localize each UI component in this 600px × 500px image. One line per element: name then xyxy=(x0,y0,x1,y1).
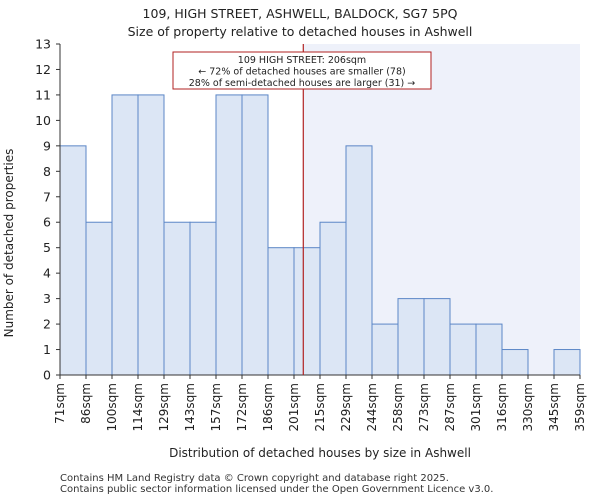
x-tick-label: 301sqm xyxy=(469,383,483,431)
histogram-bar xyxy=(215,94,243,376)
footer-copyright: Contains HM Land Registry data © Crown c… xyxy=(60,473,449,484)
x-tick-label: 86sqm xyxy=(79,383,93,424)
annotation-box xyxy=(172,51,432,90)
x-tick-label: 186sqm xyxy=(261,383,275,431)
y-tick-label: 13 xyxy=(35,37,51,52)
x-tick-label: 215sqm xyxy=(313,383,327,431)
x-tick-label: 229sqm xyxy=(339,383,353,431)
chart-title: 109, HIGH STREET, ASHWELL, BALDOCK, SG7 … xyxy=(142,6,458,21)
histogram-bar xyxy=(371,323,399,376)
histogram-bar xyxy=(59,145,87,376)
histogram-bar xyxy=(137,94,165,376)
x-tick-label: 258sqm xyxy=(391,383,405,431)
y-tick-label: 6 xyxy=(43,215,51,230)
histogram-bar xyxy=(345,145,373,376)
x-axis-label: Distribution of detached houses by size … xyxy=(169,446,471,460)
x-tick-label: 273sqm xyxy=(417,383,431,431)
histogram-bar xyxy=(475,323,503,376)
x-tick-label: 316sqm xyxy=(495,383,509,431)
x-tick-label: 201sqm xyxy=(287,383,301,431)
y-axis-label: Number of detached properties xyxy=(2,149,16,338)
histogram-bar xyxy=(423,298,451,376)
y-tick-label: 2 xyxy=(43,317,51,332)
y-tick-label: 4 xyxy=(43,266,51,281)
x-tick-label: 359sqm xyxy=(573,383,587,431)
x-tick-label: 157sqm xyxy=(209,383,223,431)
y-tick-label: 3 xyxy=(43,291,51,306)
y-tick-label: 8 xyxy=(43,164,51,179)
histogram-bar xyxy=(449,323,477,376)
footer-licence: Contains public sector information licen… xyxy=(60,484,494,495)
annotation-text: 109 HIGH STREET: 206sqm xyxy=(238,55,366,66)
histogram-bar xyxy=(397,298,425,376)
x-tick-label: 345sqm xyxy=(547,383,561,431)
x-tick-label: 143sqm xyxy=(183,383,197,431)
x-tick-label: 172sqm xyxy=(235,383,249,431)
histogram-bar xyxy=(163,221,191,376)
y-tick-label: 11 xyxy=(35,87,51,102)
x-tick-label: 287sqm xyxy=(443,383,457,431)
x-tick-label: 71sqm xyxy=(53,383,67,424)
histogram-bar xyxy=(85,221,113,376)
histogram-bar xyxy=(241,94,269,376)
x-tick-label: 100sqm xyxy=(105,383,119,431)
histogram-bar xyxy=(293,247,321,376)
histogram-bar xyxy=(319,221,347,376)
y-tick-label: 12 xyxy=(35,62,51,77)
annotation-text: 28% of semi-detached houses are larger (… xyxy=(189,78,416,89)
y-tick-label: 7 xyxy=(43,189,51,204)
chart-subtitle: Size of property relative to detached ho… xyxy=(127,24,473,39)
histogram-bar xyxy=(553,349,581,376)
y-tick-label: 0 xyxy=(43,368,51,383)
x-tick-label: 244sqm xyxy=(365,383,379,431)
histogram-bar xyxy=(111,94,139,376)
histogram-bar xyxy=(189,221,217,376)
y-tick-label: 9 xyxy=(43,138,51,153)
y-tick-label: 10 xyxy=(35,113,51,128)
histogram-bar xyxy=(267,247,295,376)
x-tick-label: 330sqm xyxy=(521,383,535,431)
x-tick-label: 129sqm xyxy=(157,383,171,431)
annotation-text: ← 72% of detached houses are smaller (78… xyxy=(198,67,405,78)
y-tick-label: 5 xyxy=(43,240,51,255)
y-tick-label: 1 xyxy=(43,342,51,357)
histogram-bar xyxy=(501,349,529,376)
x-tick-label: 114sqm xyxy=(131,383,145,431)
